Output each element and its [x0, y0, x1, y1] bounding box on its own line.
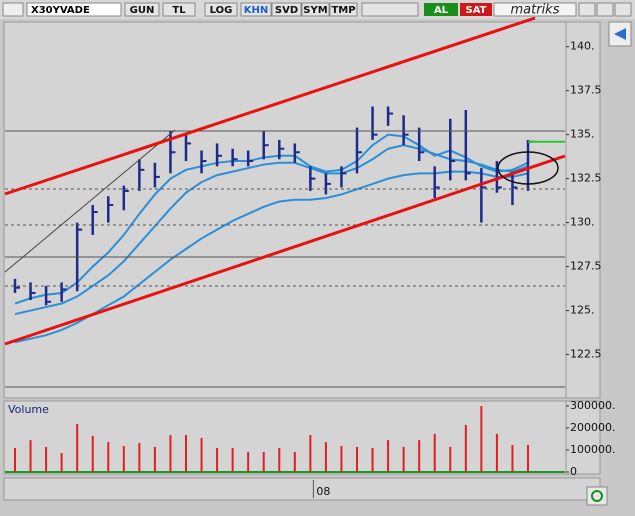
icon-group[interactable]: [361, 2, 419, 17]
y-tick-label: 135.: [570, 128, 595, 141]
arrow-icon: [614, 28, 626, 40]
toolbar-button[interactable]: [301, 2, 330, 17]
y-tick-label: 0: [570, 465, 577, 478]
price-pane: [3, 21, 601, 399]
y-tick-label: 130.: [570, 216, 595, 229]
toolbar-button-label: TMP: [331, 5, 355, 16]
close[interactable]: [614, 2, 632, 17]
y-tick-label: 132.5: [570, 172, 602, 185]
sell-button[interactable]: [460, 3, 492, 16]
y-tick-label: 140.: [570, 40, 595, 53]
toolbar-button[interactable]: [271, 2, 302, 17]
annotations: [4, 16, 566, 388]
y-tick-label: 137.5: [570, 84, 602, 97]
channel-upper: [4, 16, 536, 196]
y-tick-label: 100000.: [570, 443, 616, 456]
refresh-icon: [591, 490, 603, 502]
toolbar-button[interactable]: [124, 2, 160, 17]
moving-average: [14, 170, 529, 344]
brand: matriks: [511, 3, 560, 18]
symbol: X30YVADE: [31, 5, 90, 16]
y-tick-label: 125.: [570, 304, 595, 317]
moving-average: [14, 133, 529, 305]
menu-button[interactable]: [2, 2, 24, 17]
refresh-button[interactable]: [586, 486, 608, 506]
x-tick-label: 08: [316, 485, 330, 498]
trend-line: [4, 129, 176, 273]
highlight-ellipse: [497, 151, 559, 185]
y-tick-label: 300000.: [570, 399, 616, 412]
toolbar-button-label: KHN: [244, 5, 269, 16]
toolbar-button-label: LOG: [210, 5, 233, 16]
time-axis: [3, 477, 601, 501]
symbol-box[interactable]: [26, 2, 122, 17]
toolbar-button[interactable]: [329, 2, 358, 17]
moving-average: [14, 144, 529, 316]
sell-label: SAT: [466, 5, 487, 16]
channel-lower: [4, 154, 566, 346]
minimize[interactable]: [578, 2, 596, 17]
toolbar-button-label: SVD: [275, 5, 298, 16]
brand-box: [493, 2, 577, 17]
pane-title: Volume: [8, 403, 49, 416]
buy-label: AL: [434, 5, 449, 16]
toolbar-button[interactable]: [204, 2, 238, 17]
toolbar-button-label: GUN: [130, 5, 155, 16]
maximize[interactable]: [596, 2, 614, 17]
y-tick-label: 122.5: [570, 348, 602, 361]
toolbar-button[interactable]: [240, 2, 272, 17]
side-panel: [602, 19, 635, 512]
toolbar-button[interactable]: [162, 2, 196, 17]
toolbar-button-label: SYM: [303, 5, 327, 16]
buy-button[interactable]: [424, 3, 458, 16]
volume-pane: [3, 400, 601, 475]
toolbar-button-label: TL: [172, 5, 186, 16]
y-tick-label: 127.5: [570, 260, 602, 273]
y-tick-label: 200000.: [570, 421, 616, 434]
